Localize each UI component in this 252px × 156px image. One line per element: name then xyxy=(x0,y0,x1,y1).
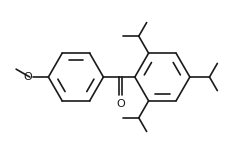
Text: O: O xyxy=(23,72,32,82)
Text: O: O xyxy=(116,99,125,109)
